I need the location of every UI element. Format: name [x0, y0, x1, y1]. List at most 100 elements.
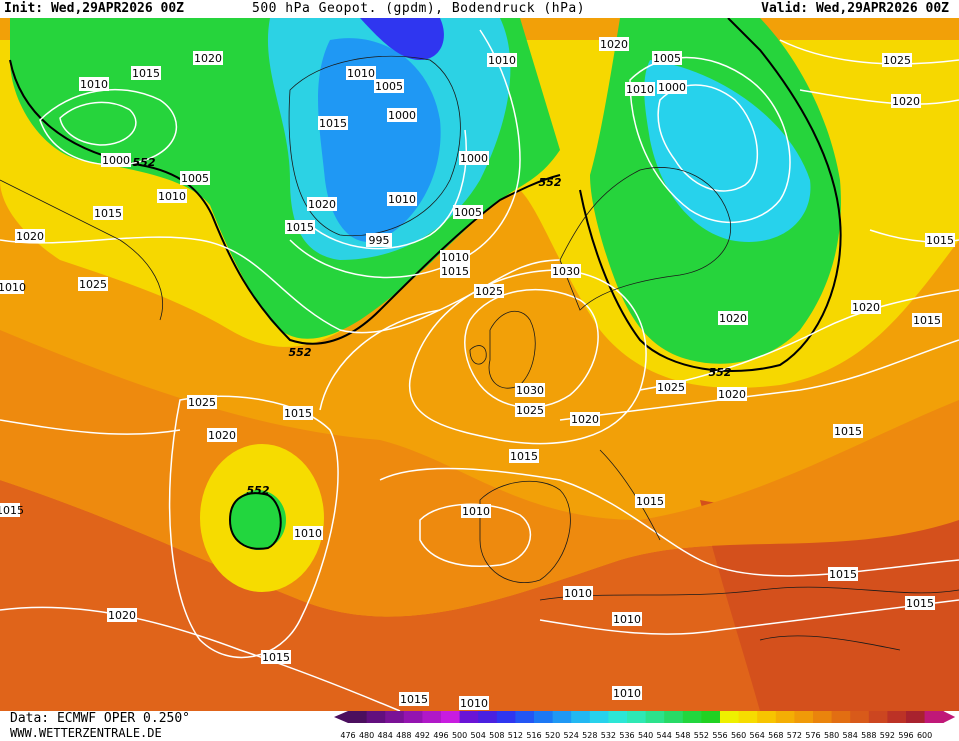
- legend-tick-label: 564: [750, 731, 765, 740]
- svg-text:1020: 1020: [719, 312, 747, 325]
- legend-swatch: [441, 711, 461, 723]
- legend-swatch: [478, 711, 498, 723]
- legend-tick-label: 516: [526, 731, 541, 740]
- contour-label-group: 552 552 552 552 552: [133, 156, 732, 497]
- legend-swatch: [664, 711, 684, 723]
- coastlines: [0, 55, 959, 651]
- legend-tick-label: 560: [731, 731, 746, 740]
- legend-tick-label: 528: [582, 731, 597, 740]
- svg-text:1015: 1015: [829, 568, 857, 581]
- svg-text:1005: 1005: [454, 206, 482, 219]
- svg-text:1005: 1005: [181, 172, 209, 185]
- coastline: [559, 167, 732, 311]
- legend-swatch: [422, 711, 442, 723]
- isobar-label: 1020: [570, 412, 600, 426]
- coastline: [539, 586, 959, 601]
- isobar-label: 1015: [635, 494, 665, 508]
- isobar-label: 1000: [657, 80, 687, 94]
- legend-tick-label: 544: [657, 731, 672, 740]
- isobar-label: 1015: [833, 424, 863, 438]
- legend-swatch: [348, 711, 368, 723]
- isobar-label: 1005: [374, 79, 404, 93]
- coastline: [0, 179, 163, 321]
- isobar-label: 1025: [515, 403, 545, 417]
- isobar-label: 1010: [563, 586, 593, 600]
- legend-arrow-right: [943, 711, 956, 723]
- isobar-label: 1025: [656, 380, 686, 394]
- svg-text:1020: 1020: [600, 38, 628, 51]
- isobar-label: 1020: [107, 608, 137, 622]
- field-south-belt: [0, 480, 959, 711]
- isobar-label: 1000: [387, 108, 417, 122]
- isobar-label: 1010: [0, 280, 26, 294]
- isobar-label: 1020: [891, 94, 921, 108]
- legend-arrow-left: [334, 711, 348, 723]
- legend-swatch: [459, 711, 479, 723]
- legend-tick-label: 548: [675, 731, 690, 740]
- legend-swatch: [366, 711, 386, 723]
- legend-swatch: [608, 711, 628, 723]
- legend-swatch: [496, 711, 516, 723]
- legend-tick-label: 572: [787, 731, 802, 740]
- legend-tick-label: 556: [712, 731, 727, 740]
- svg-text:1030: 1030: [552, 265, 580, 278]
- isobar-label: 1020: [717, 387, 747, 401]
- isobar-line: [779, 39, 959, 65]
- legend-tick-label: 524: [564, 731, 579, 740]
- svg-text:1025: 1025: [883, 54, 911, 67]
- svg-text:1020: 1020: [571, 413, 599, 426]
- coastline: [288, 55, 461, 237]
- legend-tick-label: 504: [471, 731, 486, 740]
- isobar-label: 1010: [346, 66, 376, 80]
- isobar-label: 1020: [207, 428, 237, 442]
- contour-label: 552: [133, 156, 156, 169]
- svg-text:1015: 1015: [906, 597, 934, 610]
- legend-swatch: [831, 711, 851, 723]
- svg-text:1005: 1005: [375, 80, 403, 93]
- legend-tick-label: 480: [359, 731, 374, 740]
- isobar-label: 1010: [387, 192, 417, 206]
- website-label: WWW.WETTERZENTRALE.DE: [10, 726, 162, 740]
- legend-tick-label: 540: [638, 731, 653, 740]
- svg-text:1010: 1010: [626, 83, 654, 96]
- legend-swatch: [924, 711, 944, 723]
- svg-text:1000: 1000: [658, 81, 686, 94]
- isobar-label: 1025: [78, 277, 108, 291]
- isobar-label: 1020: [718, 311, 748, 325]
- legend-swatch: [906, 711, 926, 723]
- legend-swatch: [757, 711, 777, 723]
- legend-swatch: [794, 711, 814, 723]
- svg-text:1025: 1025: [475, 285, 503, 298]
- legend-swatch: [813, 711, 833, 723]
- isobar-lines: [0, 29, 959, 711]
- coastline: [488, 310, 536, 389]
- svg-text:1015: 1015: [319, 117, 347, 130]
- contour-label: 552: [709, 366, 732, 379]
- isobar-line: [309, 129, 467, 250]
- legend-swatch: [701, 711, 721, 723]
- svg-text:1010: 1010: [388, 193, 416, 206]
- svg-text:1010: 1010: [564, 587, 592, 600]
- data-source-label: Data: ECMWF OPER 0.250°: [10, 711, 191, 726]
- isobar-label-group: 1010 1015 1020 1010 1000 1005 1010 1015 …: [0, 37, 955, 710]
- legend-tick-label: 476: [340, 731, 355, 740]
- svg-text:1030: 1030: [516, 384, 544, 397]
- legend-tick-label: 584: [843, 731, 858, 740]
- isobar-label: 1005: [180, 171, 210, 185]
- legend-tick-label: 488: [396, 731, 411, 740]
- isobar-label: 1010: [625, 82, 655, 96]
- coastline: [599, 449, 661, 541]
- legend-tick-label: 484: [378, 731, 393, 740]
- legend-tick-label: 500: [452, 731, 467, 740]
- isobar-line: [39, 88, 178, 166]
- contour-label: 552: [247, 484, 270, 497]
- isobar-label: 1025: [474, 284, 504, 298]
- coastline: [469, 345, 487, 365]
- isobar-line: [639, 289, 959, 391]
- svg-text:1025: 1025: [188, 396, 216, 409]
- isobar-label: 1010: [612, 686, 642, 700]
- isobar-label: 1020: [599, 37, 629, 51]
- isobar-label: 1015: [261, 650, 291, 664]
- svg-text:1010: 1010: [488, 54, 516, 67]
- coastline: [759, 635, 901, 651]
